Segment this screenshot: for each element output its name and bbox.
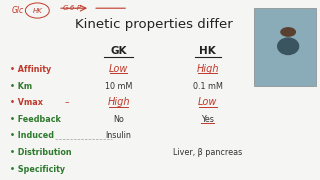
Text: • Feedback: • Feedback: [10, 115, 61, 124]
Text: • Km: • Km: [10, 82, 32, 91]
Text: • Specificity: • Specificity: [10, 165, 65, 174]
Text: High: High: [196, 64, 219, 74]
Text: Glc: Glc: [12, 6, 24, 15]
Text: 10 mM: 10 mM: [105, 82, 132, 91]
Text: Yes: Yes: [201, 115, 214, 124]
Text: • Distribution: • Distribution: [10, 148, 72, 157]
Ellipse shape: [277, 37, 299, 55]
Text: –: –: [64, 98, 69, 107]
Text: HK: HK: [199, 46, 216, 56]
Text: 0.1 mM: 0.1 mM: [193, 82, 223, 91]
Text: Insulin: Insulin: [106, 131, 132, 140]
Text: Liver, β pancreas: Liver, β pancreas: [173, 148, 243, 157]
Text: G-6-P: G-6-P: [63, 5, 82, 11]
Text: Low: Low: [109, 64, 128, 74]
Text: • Induced: • Induced: [10, 131, 54, 140]
Text: No: No: [113, 115, 124, 124]
Text: • Vmax: • Vmax: [10, 98, 43, 107]
Text: GK: GK: [110, 46, 127, 56]
Text: • Affinity: • Affinity: [10, 65, 52, 74]
Text: Low: Low: [198, 97, 218, 107]
Text: High: High: [107, 97, 130, 107]
Bar: [254, 8, 316, 86]
Ellipse shape: [280, 27, 296, 37]
Text: Kinetic properties differ: Kinetic properties differ: [75, 18, 233, 31]
Text: HK: HK: [32, 8, 42, 14]
